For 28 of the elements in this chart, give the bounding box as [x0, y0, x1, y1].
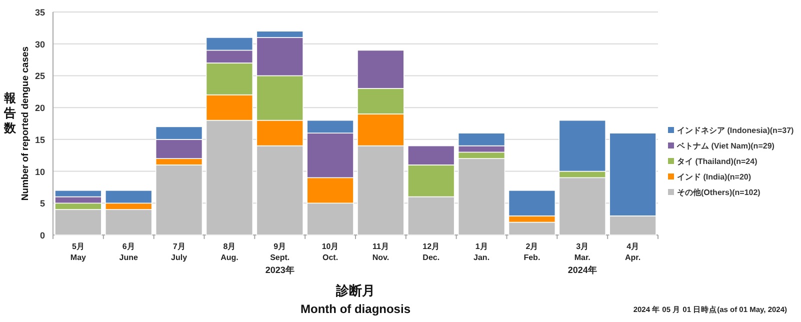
x-tick-label: 5月 May [70, 242, 87, 262]
x-tick-label: 7月 July [171, 242, 188, 262]
x-tick-label: 10月 Oct. [322, 242, 339, 262]
y-tick-label: 25 [34, 71, 45, 82]
x-tick-label: 3月 Mar. [574, 242, 590, 262]
legend-label: その他(Others)(n=102) [677, 188, 761, 197]
y-tick-label: 15 [34, 134, 45, 145]
x-tick-label: 4月 Apr. [625, 242, 641, 262]
x-axis-title: 診断月 Month of diagnosis [300, 283, 411, 316]
y-tick-label: 30 [34, 39, 45, 50]
legend-label: タイ (Thailand)(n=24) [677, 157, 758, 166]
x-tick-label: 11月 Nov. [372, 242, 390, 262]
x-tick-label: 2月 Feb. [524, 242, 540, 262]
legend-label: ベトナム (Viet Nam)(n=29) [676, 142, 775, 150]
x-tick-label: 8月 Aug. [220, 242, 238, 262]
text: 2024年 [568, 265, 597, 275]
legend-label: インド (India)(n=20) [677, 172, 752, 182]
y-tick-label: 20 [34, 103, 45, 114]
text: 2023年 [265, 265, 294, 275]
y-tick-label: 5 [40, 198, 45, 209]
y-tick-label: 35 [34, 8, 45, 18]
legend-label: インドネシア (Indonesia)(n=37) [677, 126, 794, 135]
y-tick-label: 10 [34, 166, 45, 177]
y-tick-label: 0 [40, 230, 45, 240]
x-tick-label: 9月 Sept. [270, 242, 290, 262]
x-tick-label: 12月 Dec. [422, 242, 440, 262]
x-tick-label: 6月 June [119, 242, 139, 262]
x-tick-label: 1月 Jan. [474, 242, 490, 262]
